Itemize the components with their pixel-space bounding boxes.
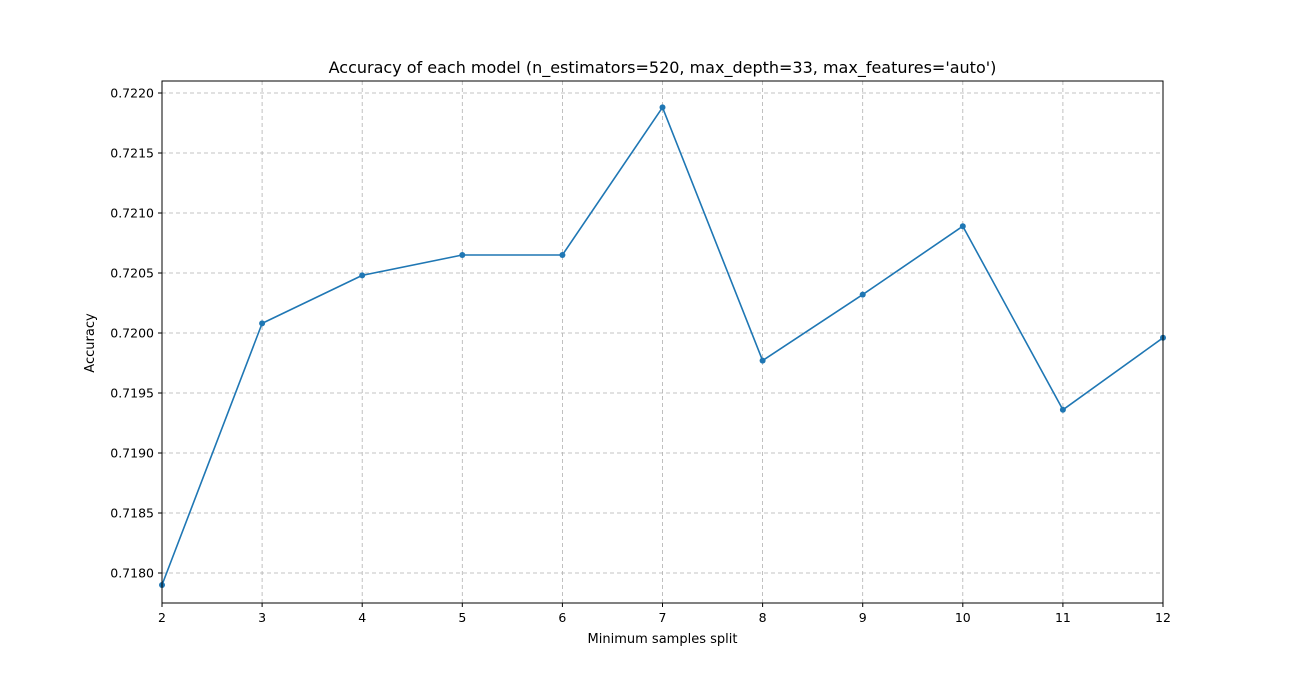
x-tick-label: 2 <box>158 610 166 625</box>
chart-title: Accuracy of each model (n_estimators=520… <box>329 58 997 78</box>
x-tick-label: 9 <box>859 610 867 625</box>
plot-area-frame <box>161 80 1164 604</box>
x-axis-label: Minimum samples split <box>588 632 738 647</box>
x-tick-label: 6 <box>558 610 566 625</box>
data-point <box>559 252 566 258</box>
y-tick-label: 0.7220 <box>110 86 154 101</box>
y-tick-label: 0.7185 <box>110 506 154 521</box>
y-tick-label: 0.7180 <box>110 566 154 581</box>
data-points <box>159 104 1166 588</box>
x-tick-label: 7 <box>659 610 667 625</box>
y-tick-label: 0.7190 <box>110 446 154 461</box>
y-tick-label: 0.7210 <box>110 206 154 221</box>
data-point <box>659 104 666 111</box>
data-point <box>759 357 766 364</box>
data-point <box>959 223 966 230</box>
x-tick-label: 10 <box>955 610 971 625</box>
y-tick-label: 0.7195 <box>110 386 154 401</box>
y-tick-label: 0.7215 <box>110 146 154 161</box>
x-tick-label: 4 <box>358 610 366 625</box>
y-axis-label: Accuracy <box>83 313 98 373</box>
data-point <box>459 252 466 258</box>
data-point <box>259 320 266 327</box>
x-tick-label: 11 <box>1055 610 1071 625</box>
x-tick-label: 8 <box>759 610 767 625</box>
axis-ticks: 2 3 4 5 6 7 8 9 10 11 12 0.7180 0.7185 0.7190 0.7195 0.… <box>110 86 1171 626</box>
x-tick-label: 3 <box>258 610 266 625</box>
grid-lines <box>161 81 1164 603</box>
data-point <box>359 272 366 279</box>
data-point <box>1059 406 1066 413</box>
y-tick-label: 0.7205 <box>110 266 154 281</box>
x-tick-label: 12 <box>1155 610 1171 625</box>
x-tick-label: 5 <box>458 610 466 625</box>
y-tick-label: 0.7200 <box>110 326 154 341</box>
data-point <box>859 291 866 298</box>
